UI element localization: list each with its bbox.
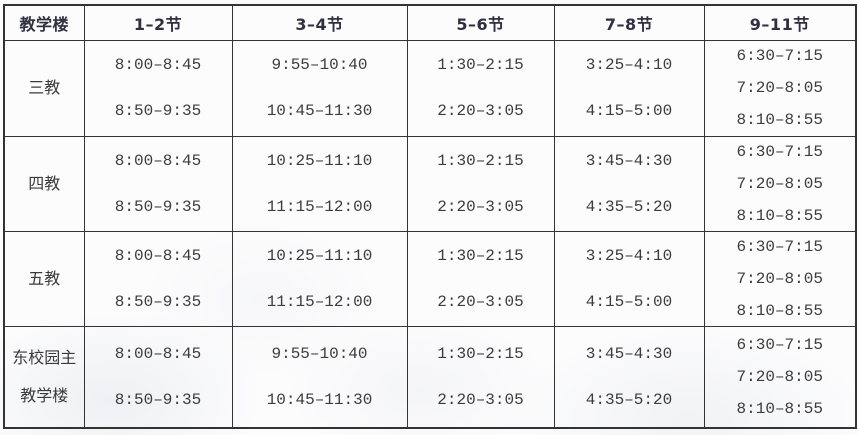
time-slot: 9:55–10:40 [271, 344, 368, 363]
time-slot: 10:25–11:10 [266, 246, 373, 265]
time-slot: 1:30–2:15 [437, 246, 524, 265]
time-cell: 6:30–7:15 7:20–8:05 8:10–8:55 [703, 230, 857, 327]
building-name: 三教 [3, 39, 85, 137]
time-cell: 9:55–10:40 10:45–11:30 [231, 325, 408, 429]
time-cell: 8:00–8:45 8:50–9:35 [83, 230, 233, 327]
time-cell: 1:30–2:15 2:20–3:05 [406, 135, 555, 232]
time-slot: 3:25–4:10 [585, 56, 673, 74]
time-slot: 8:10–8:55 [736, 111, 823, 129]
time-slot: 8:00–8:45 [114, 246, 202, 265]
time-cell: 6:30–7:15 7:20–8:05 8:10–8:55 [703, 39, 857, 137]
time-slot: 7:20–8:05 [736, 269, 823, 288]
time-slot: 3:25–4:10 [585, 246, 673, 265]
time-slot: 1:30–2:15 [437, 151, 524, 170]
column-header-periods-5-6: 5–6节 [406, 4, 555, 41]
time-cell: 1:30–2:15 2:20–3:05 [406, 230, 555, 327]
table-row-building-4: 四教 8:00–8:45 8:50–9:35 10:25–11:10 11:15… [3, 135, 857, 232]
table-row-building-3: 三教 8:00–8:45 8:50–9:35 9:55–10:40 10:45–… [3, 39, 857, 137]
time-slot: 8:50–9:35 [114, 292, 202, 311]
column-header-periods-1-2: 1–2节 [83, 4, 233, 41]
time-slot: 8:00–8:45 [114, 56, 202, 74]
time-cell: 3:25–4:10 4:15–5:00 [553, 39, 705, 137]
building-name: 五教 [3, 230, 85, 327]
table-row-east-campus-main-building: 东校园主教学楼 8:00–8:45 8:50–9:35 9:55–10:40 1… [3, 325, 857, 429]
time-cell: 9:55–10:40 10:45–11:30 [231, 39, 408, 137]
column-header-periods-9-11: 9–11节 [703, 4, 857, 41]
time-slot: 9:55–10:40 [271, 56, 368, 74]
class-schedule-table: 教学楼 1–2节 3–4节 5–6节 7–8节 9–11节 三教 8:00–8:… [3, 4, 857, 429]
time-slot: 2:20–3:05 [437, 197, 524, 216]
time-slot: 1:30–2:15 [437, 344, 524, 363]
time-slot: 11:15–12:00 [266, 197, 373, 216]
class-schedule-table-container: 教学楼 1–2节 3–4节 5–6节 7–8节 9–11节 三教 8:00–8:… [3, 4, 857, 429]
time-slot: 3:45–4:30 [585, 344, 673, 363]
time-cell: 3:45–4:30 4:35–5:20 [553, 135, 705, 232]
time-slot: 4:35–5:20 [585, 390, 673, 409]
table-row-building-5: 五教 8:00–8:45 8:50–9:35 10:25–11:10 11:15… [3, 230, 857, 327]
time-slot: 8:00–8:45 [114, 151, 202, 170]
time-slot: 6:30–7:15 [736, 335, 823, 354]
header-row: 教学楼 1–2节 3–4节 5–6节 7–8节 9–11节 [3, 4, 857, 41]
building-name: 东校园主教学楼 [3, 325, 85, 429]
time-slot: 7:20–8:05 [736, 367, 823, 386]
time-slot: 2:20–3:05 [437, 390, 524, 409]
time-slot: 8:50–9:35 [114, 102, 202, 120]
time-slot: 10:25–11:10 [266, 151, 373, 170]
time-slot: 8:10–8:55 [736, 399, 823, 418]
time-slot: 6:30–7:15 [736, 142, 823, 161]
time-cell: 6:30–7:15 7:20–8:05 8:10–8:55 [703, 135, 857, 232]
time-cell: 8:00–8:45 8:50–9:35 [83, 325, 233, 429]
time-slot: 2:20–3:05 [437, 292, 524, 311]
time-cell: 8:00–8:45 8:50–9:35 [83, 39, 233, 137]
time-cell: 3:45–4:30 4:35–5:20 [553, 325, 705, 429]
time-slot: 8:00–8:45 [114, 344, 202, 363]
column-header-periods-7-8: 7–8节 [553, 4, 705, 41]
time-slot: 3:45–4:30 [585, 151, 673, 170]
time-cell: 1:30–2:15 2:20–3:05 [406, 325, 555, 429]
time-slot: 11:15–12:00 [266, 292, 373, 311]
time-slot: 6:30–7:15 [736, 237, 823, 256]
time-slot: 1:30–2:15 [437, 56, 524, 74]
time-cell: 10:25–11:10 11:15–12:00 [231, 230, 408, 327]
time-slot: 6:30–7:15 [736, 47, 823, 65]
time-cell: 3:25–4:10 4:15–5:00 [553, 230, 705, 327]
time-slot: 10:45–11:30 [266, 390, 373, 409]
time-cell: 6:30–7:15 7:20–8:05 8:10–8:55 [703, 325, 857, 429]
building-name: 四教 [3, 135, 85, 232]
time-slot: 7:20–8:05 [736, 79, 823, 97]
time-slot: 4:15–5:00 [585, 102, 673, 120]
time-cell: 1:30–2:15 2:20–3:05 [406, 39, 555, 137]
time-slot: 4:15–5:00 [585, 292, 673, 311]
column-header-periods-3-4: 3–4节 [231, 4, 408, 41]
time-slot: 7:20–8:05 [736, 174, 823, 193]
time-slot: 4:35–5:20 [585, 197, 673, 216]
time-cell: 10:25–11:10 11:15–12:00 [231, 135, 408, 232]
time-slot: 10:45–11:30 [266, 102, 373, 120]
time-slot: 8:50–9:35 [114, 390, 202, 409]
time-cell: 8:00–8:45 8:50–9:35 [83, 135, 233, 232]
column-header-building: 教学楼 [3, 4, 85, 41]
time-slot: 2:20–3:05 [437, 102, 524, 120]
time-slot: 8:10–8:55 [736, 301, 823, 320]
time-slot: 8:50–9:35 [114, 197, 202, 216]
time-slot: 8:10–8:55 [736, 206, 823, 225]
